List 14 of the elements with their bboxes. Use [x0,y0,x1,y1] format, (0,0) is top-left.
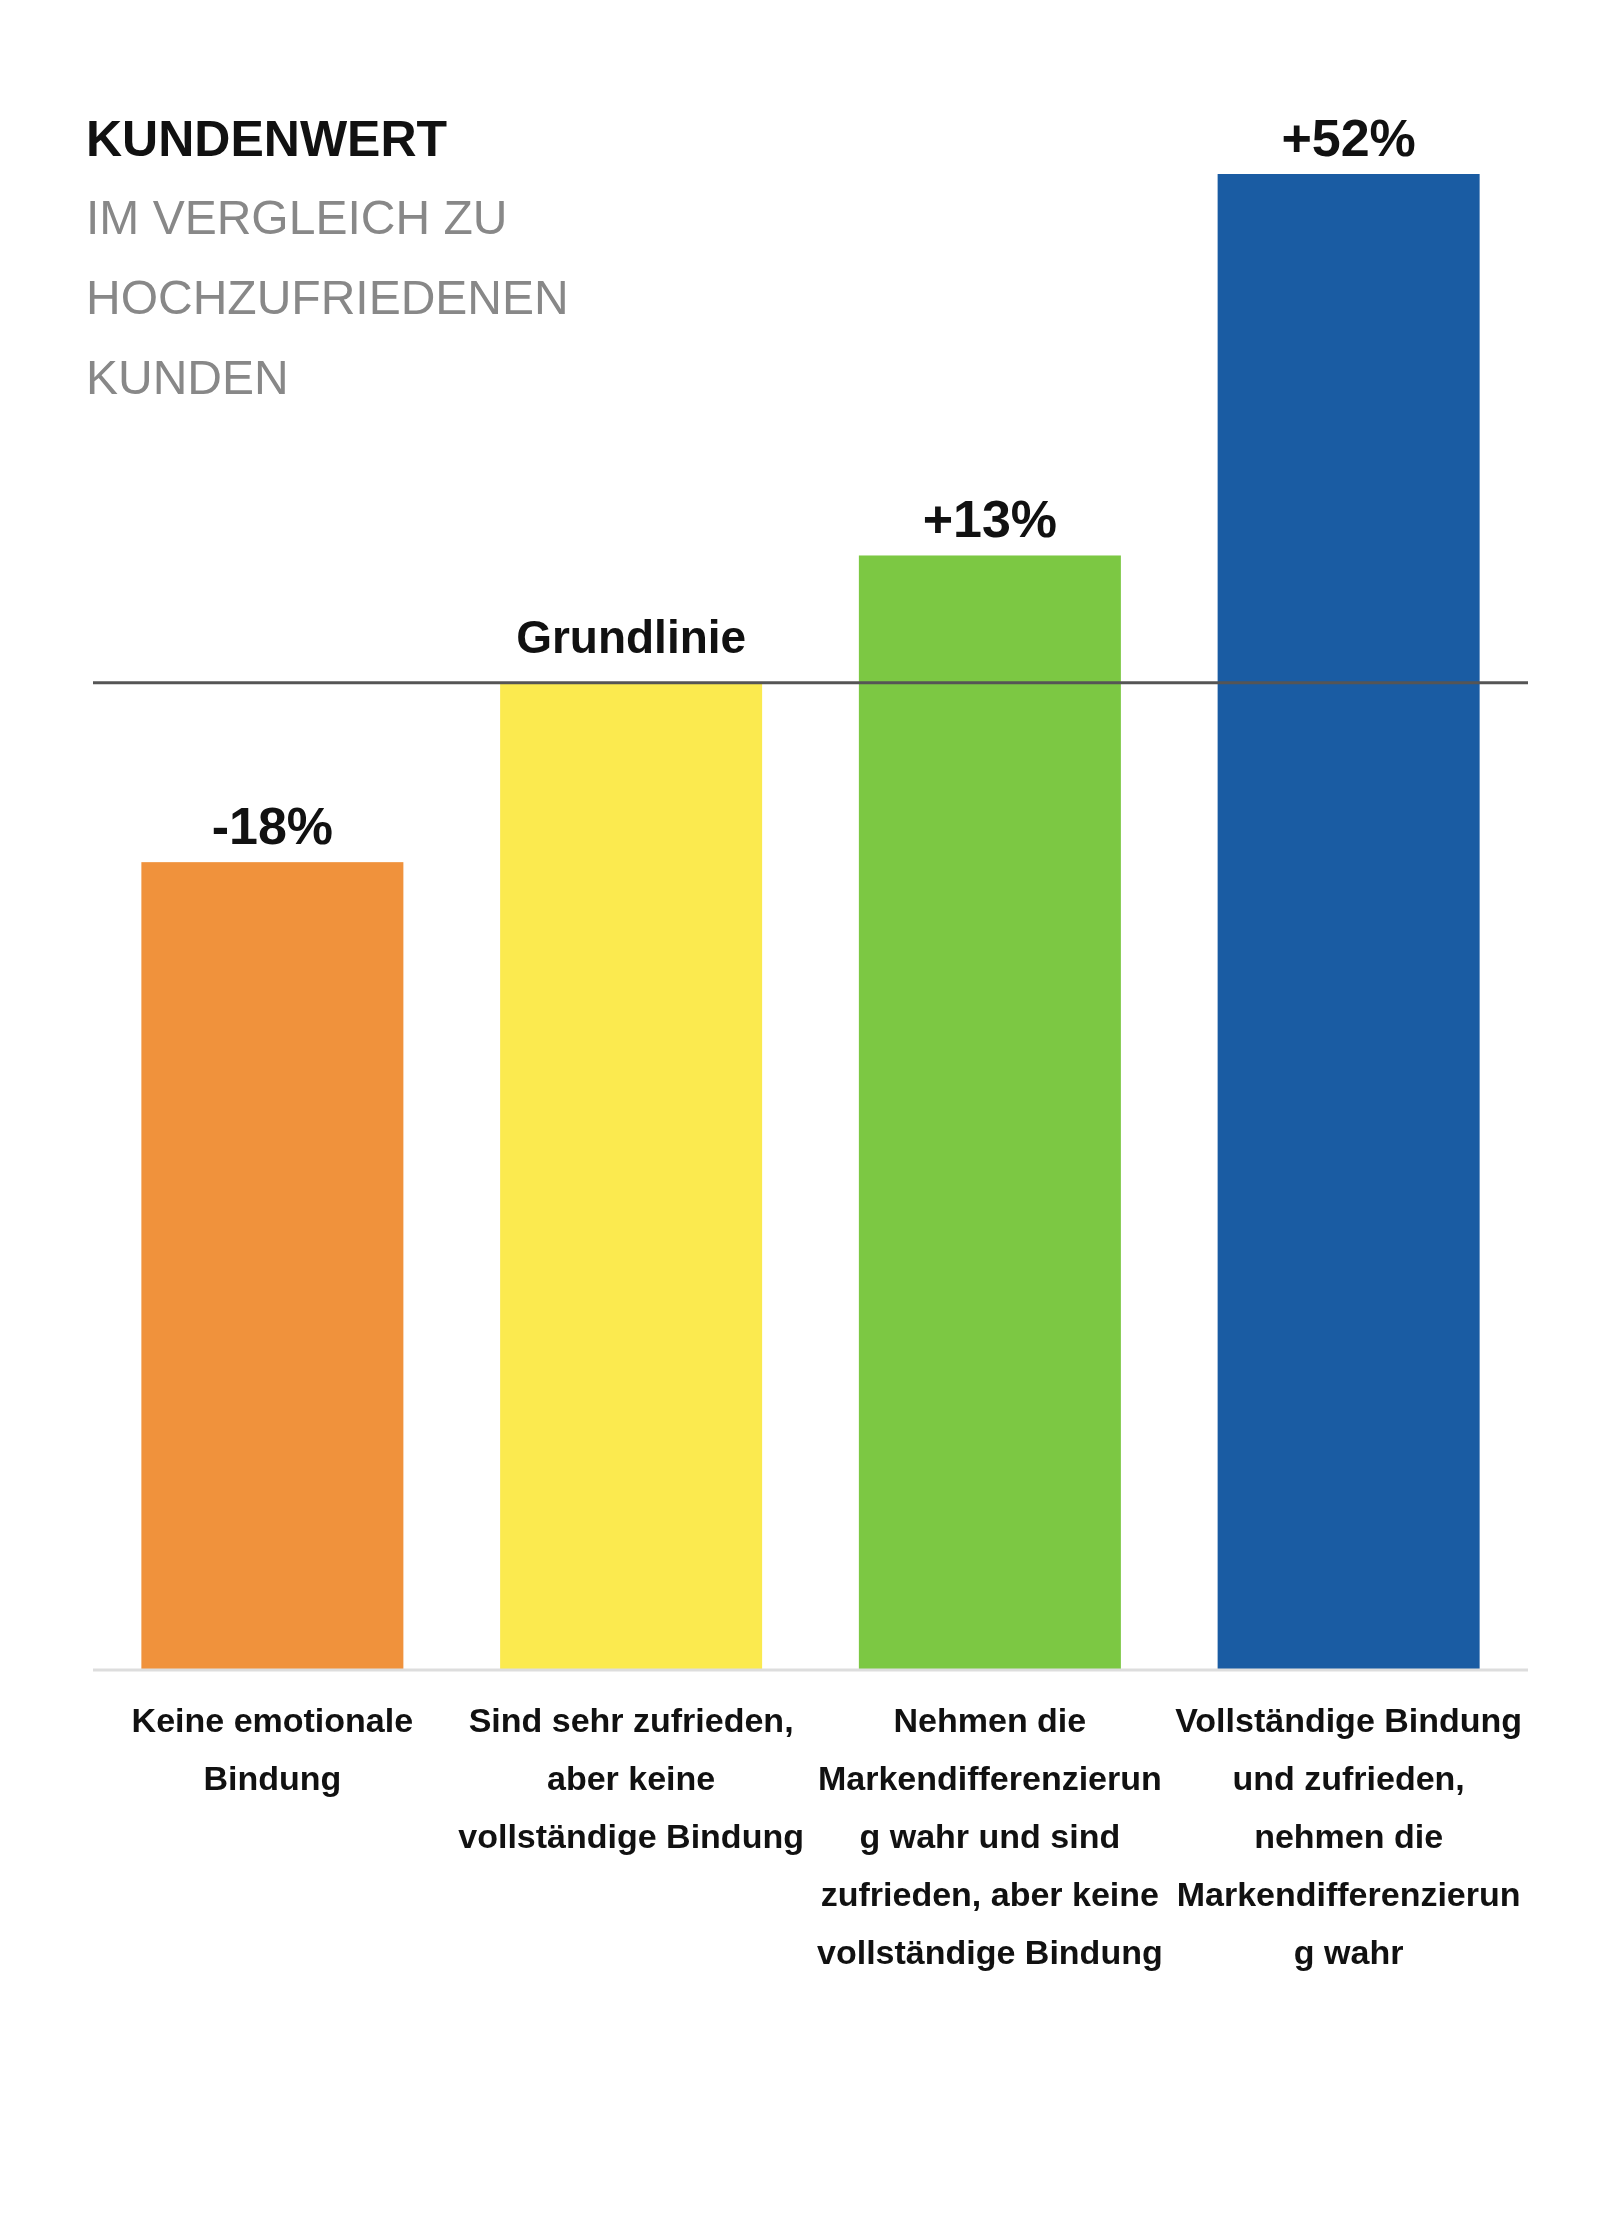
bar [141,862,404,1670]
bar [858,555,1121,1670]
x-tick-label: Keine emotionale Bindung [131,1701,414,1797]
annotation: +52% [1281,109,1416,167]
x-tick-label: Vollständige Bindung und zufrieden, nehmen die Markendifferenzierung wahr [1175,1701,1523,1971]
annotation: +13% [922,490,1058,549]
bar [500,682,763,1670]
x-tick-label: Sind sehr zufrieden, aber keine vollständige Bindung [458,1701,804,1855]
ref-line-label: Grundlinie [516,610,747,663]
annotation: -18% [211,797,334,856]
x-tick-label: Nehmen die Markendifferenzierung wahr und sind zufrieden, aber keine vollständige Bindung [817,1701,1163,1971]
chart-title: KUNDENWERT [86,111,448,167]
text: IM VERGLEICH ZU HOCHZUFRIEDENEN KUNDEN [86,191,569,404]
bar [1217,174,1480,1670]
